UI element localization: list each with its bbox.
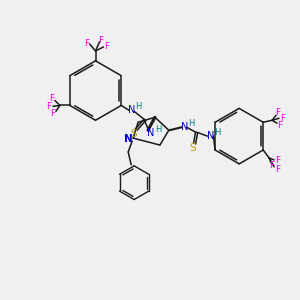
Text: N: N	[181, 122, 188, 132]
Text: H: H	[135, 102, 141, 111]
Text: F: F	[46, 102, 52, 111]
Text: F: F	[84, 38, 89, 47]
Text: H: H	[214, 128, 220, 137]
Text: F: F	[278, 121, 283, 130]
Text: F: F	[104, 43, 109, 52]
Text: F: F	[280, 114, 286, 123]
Text: N: N	[128, 105, 136, 116]
Text: F: F	[275, 165, 281, 174]
Text: N: N	[147, 128, 155, 138]
Text: S: S	[189, 143, 196, 153]
Text: F: F	[275, 108, 281, 117]
Text: S: S	[131, 129, 137, 139]
Text: N: N	[207, 131, 214, 141]
Text: H: H	[188, 119, 195, 128]
Text: F: F	[275, 156, 281, 165]
Text: F: F	[50, 94, 55, 103]
Text: F: F	[98, 35, 103, 44]
Text: H: H	[155, 125, 161, 134]
Text: F: F	[50, 109, 56, 118]
Text: N: N	[124, 134, 133, 144]
Text: F: F	[269, 161, 275, 170]
